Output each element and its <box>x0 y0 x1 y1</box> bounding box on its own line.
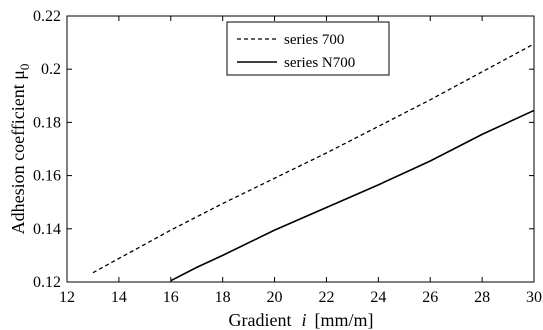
y-axis-label: Adhesion coefficient μ0 <box>8 64 32 235</box>
legend-box <box>226 21 390 76</box>
axis-ticks: 12 14 16 18 20 22 24 26 28 30 0.12 0.14 0.16 0.18 0.2 0… <box>33 8 542 306</box>
y-axis-label-subscript: 0 <box>17 64 32 71</box>
x-tick-label: 28 <box>474 289 490 306</box>
y-tick-label: 0.18 <box>33 114 61 131</box>
x-tick-label: 16 <box>163 289 179 306</box>
x-tick-label: 18 <box>215 289 231 306</box>
legend-label-series-n700: series N700 <box>284 55 355 71</box>
y-tick-label: 0.22 <box>33 8 61 25</box>
y-axis-label-text: Adhesion coefficient μ <box>8 70 28 234</box>
legend: series 700 series N700 <box>226 21 390 76</box>
x-tick-label: 14 <box>111 289 127 306</box>
x-tick-label: 26 <box>422 289 438 306</box>
x-axis-label: Gradient i [mm/m] <box>229 310 374 330</box>
x-tick-label: 30 <box>526 289 542 306</box>
x-tick-label: 24 <box>370 289 386 306</box>
series-layer <box>92 43 535 282</box>
y-tick-label: 0.12 <box>33 274 61 291</box>
legend-label-series-700: series 700 <box>284 32 344 48</box>
y-tick-label: 0.14 <box>33 221 61 238</box>
series-line-series-n700 <box>170 109 535 282</box>
x-tick-label: 20 <box>267 289 283 306</box>
x-axis-label-variable: i <box>301 310 306 330</box>
y-tick-label: 0.2 <box>41 61 61 78</box>
x-tick-label: 12 <box>59 289 75 306</box>
x-axis-label-unit: [mm/m] <box>315 310 374 330</box>
x-axis-label-text: Gradient <box>229 310 292 330</box>
series-line-series-700 <box>92 43 535 274</box>
x-tick-label: 22 <box>318 289 334 306</box>
y-tick-label: 0.16 <box>33 168 61 185</box>
